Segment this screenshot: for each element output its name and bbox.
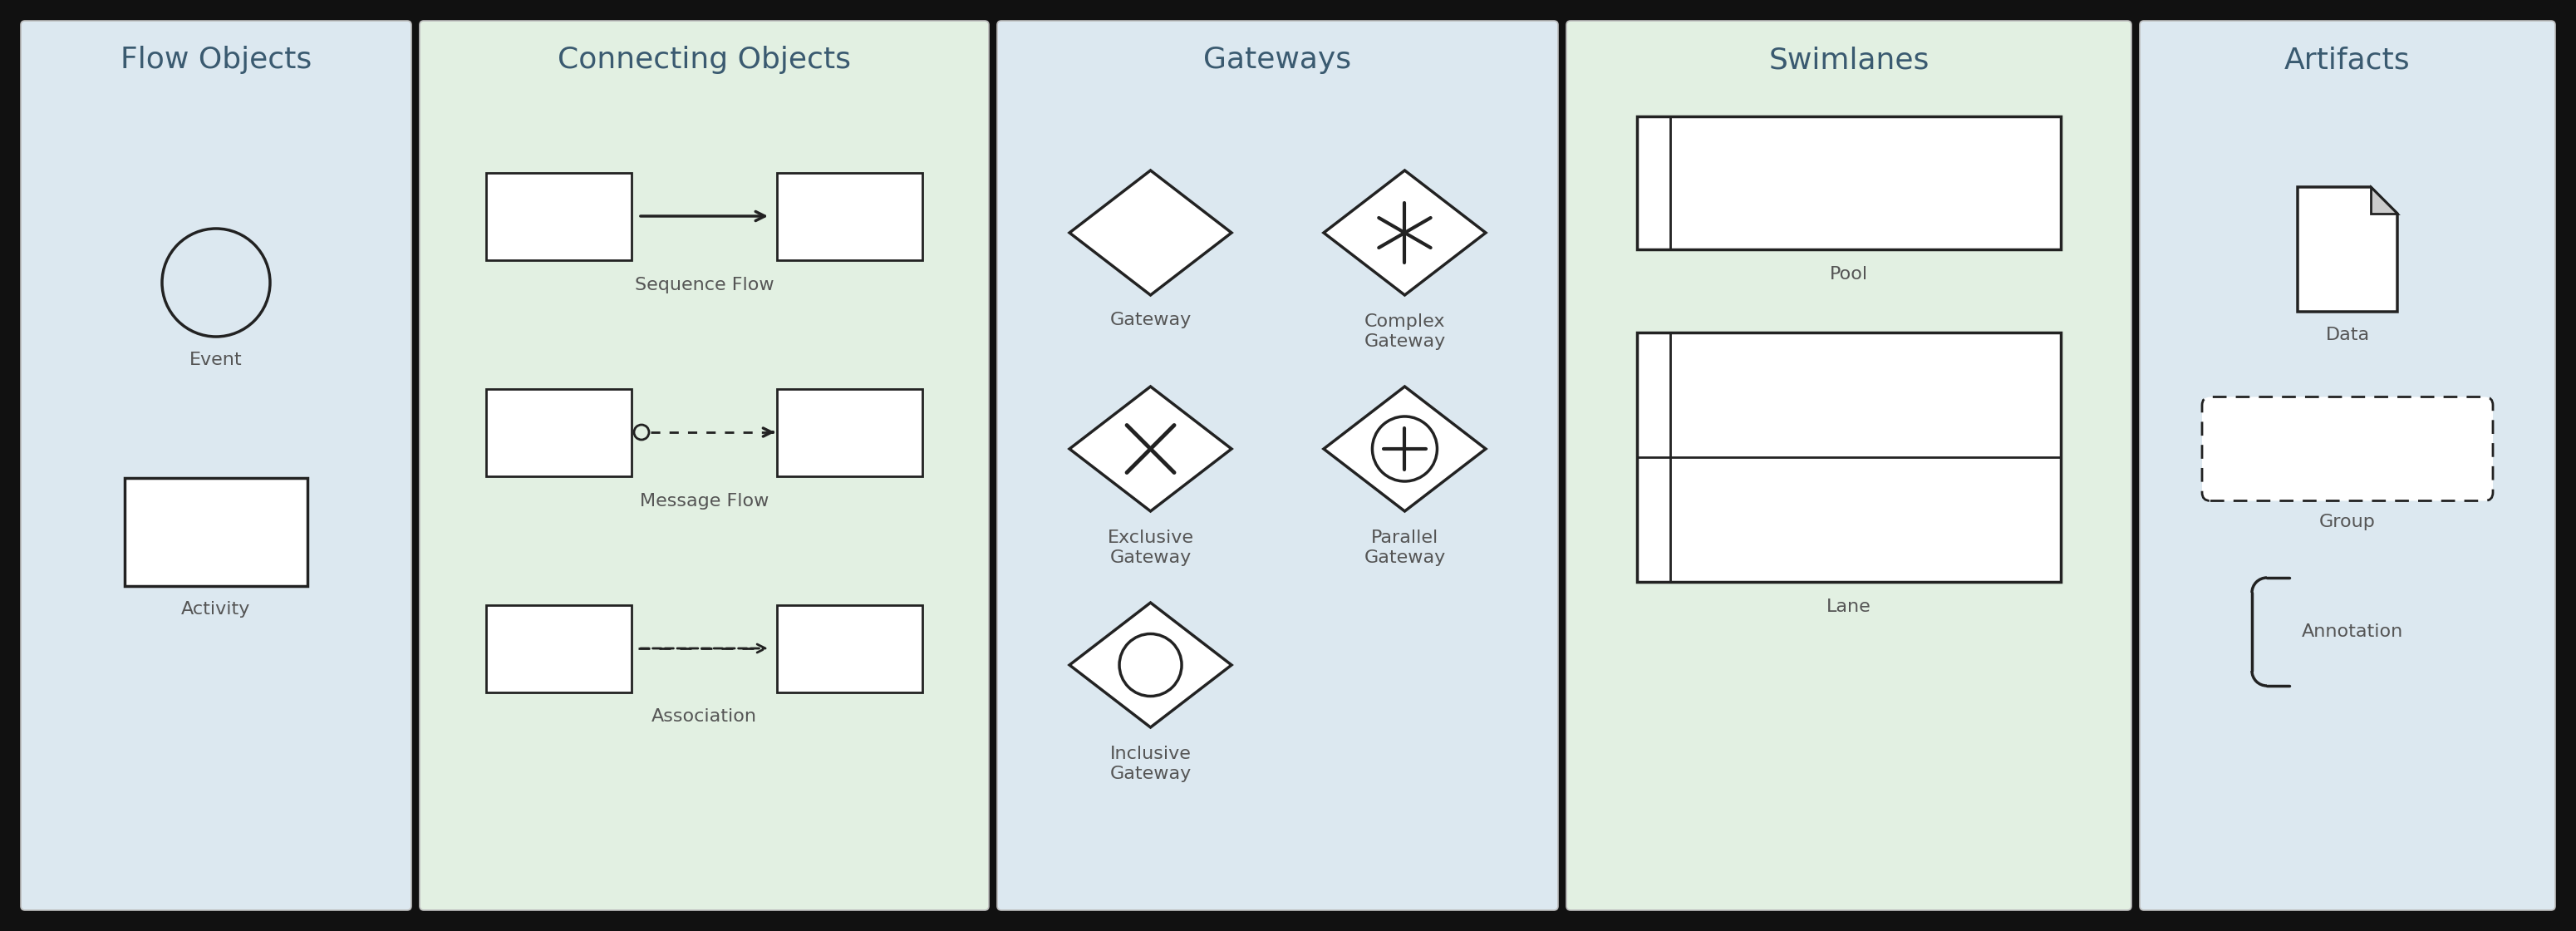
Polygon shape [2370,187,2398,213]
Polygon shape [1069,602,1231,727]
Bar [778,172,922,260]
Text: Activity: Activity [180,601,250,617]
Bar [487,172,631,260]
Text: Swimlanes: Swimlanes [1770,46,1929,74]
Text: Sequence Flow: Sequence Flow [634,277,773,293]
Text: Inclusive
Gateway: Inclusive Gateway [1110,746,1190,782]
Bar [124,478,307,586]
Text: Flow Objects: Flow Objects [121,46,312,74]
Polygon shape [1069,170,1231,295]
FancyBboxPatch shape [2141,20,2555,911]
Bar [487,388,631,476]
Text: Annotation: Annotation [2303,624,2403,641]
Text: Artifacts: Artifacts [2285,46,2411,74]
Polygon shape [1069,386,1231,511]
Text: Complex
Gateway: Complex Gateway [1363,314,1445,350]
FancyBboxPatch shape [420,20,989,911]
Bar [778,605,922,692]
Polygon shape [1324,170,1486,295]
Text: Lane: Lane [1826,599,1870,615]
Text: Gateways: Gateways [1203,46,1352,74]
FancyBboxPatch shape [1566,20,2130,911]
Bar [1636,116,2061,250]
Text: Connecting Objects: Connecting Objects [556,46,850,74]
Bar [778,388,922,476]
Text: Exclusive
Gateway: Exclusive Gateway [1108,530,1193,566]
Text: Message Flow: Message Flow [639,492,768,509]
FancyBboxPatch shape [2202,397,2494,501]
Text: Event: Event [191,352,242,369]
Text: Parallel
Gateway: Parallel Gateway [1363,530,1445,566]
Text: Gateway: Gateway [1110,312,1190,329]
FancyBboxPatch shape [997,20,1558,911]
Text: Data: Data [2326,327,2370,344]
Text: Pool: Pool [1829,266,1868,283]
Polygon shape [1324,386,1486,511]
Bar [487,605,631,692]
Bar [1636,332,2061,582]
FancyBboxPatch shape [21,20,412,911]
Text: Association: Association [652,708,757,725]
Text: Group: Group [2318,513,2375,530]
Polygon shape [2298,187,2398,312]
